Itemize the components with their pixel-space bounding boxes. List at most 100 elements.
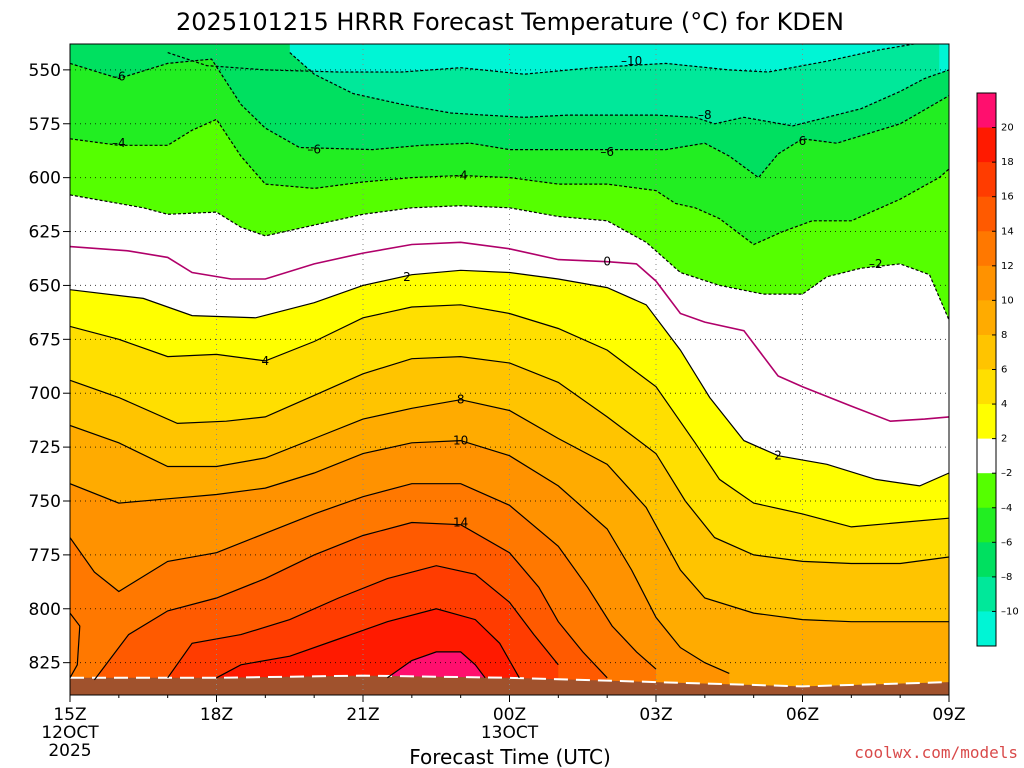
colorbar-swatch [977,507,996,543]
x-tick-label: 15Z [53,705,86,725]
contour-labels: –10 –8 –6 –6 –6 6 –4 –4 –2 0 2 2 4 8 10 14 [112,54,883,529]
grid-lines [70,44,949,695]
colorbar-label: 8 [1001,330,1007,341]
colorbar-label: 12 [1001,261,1014,272]
x-tick-label: 18Z [200,705,233,725]
contour-line [216,608,520,679]
contour-line [70,399,949,623]
contour-line [70,304,949,528]
colorbar-label: –8 [1001,572,1012,583]
y-tick-label: 750 [29,492,61,512]
colorbar-label: 2 [1001,434,1007,445]
colorbar-label: 14 [1001,226,1014,237]
colorbar-swatch [977,127,996,163]
contour-label: –8 [698,108,712,122]
colorbar-swatch [977,93,996,129]
contour-line [289,52,949,127]
colorbar-label: –6 [1001,537,1012,548]
ground-edge [70,674,949,688]
x-tick-label: 21Z [346,705,379,725]
colorbar-label: –2 [1001,468,1012,479]
colorbar-label: –4 [1001,503,1012,514]
x-tick-label: 09Z [932,705,965,725]
y-tick-label: 800 [29,600,61,620]
chart-title: 2025101215 HRRR Forecast Temperature (°C… [176,8,844,36]
contour-label: 2 [403,270,411,284]
credit-text: coolwx.com/models [854,743,1018,762]
contour-line [70,612,81,679]
x-tick-label: 03Z [639,705,672,725]
colorbar-swatch [977,231,996,267]
contour-line [70,439,730,674]
x-tick-label: 00Z [493,705,526,725]
colorbar-label: 6 [1001,365,1007,376]
contour-label: –6 [112,69,126,83]
temperature-fills [70,44,949,695]
x-tick-year: 2025 [48,741,91,761]
contour-label: –4 [454,168,468,182]
contour-label: 0 [603,255,611,269]
colorbar-label: 16 [1001,192,1014,203]
colorbar-label: 10 [1001,295,1014,306]
contour-label: 6 [799,134,807,148]
y-tick-label: 825 [29,654,61,674]
x-tick-date: 13OCT [481,723,539,743]
colorbar-swatch [977,473,996,509]
y-tick-label: 650 [29,276,61,296]
colorbar-label: 20 [1001,123,1014,134]
contour-label: –6 [600,145,614,159]
contour-label: 10 [453,434,468,448]
contour-label: 8 [457,393,465,407]
colorbar-swatch [977,542,996,578]
colorbar-label: –10 [1001,606,1019,617]
colorbar-swatch [977,576,996,612]
contour-line [70,241,949,423]
colorbar-label: 4 [1001,399,1007,410]
colorbar-swatch [977,265,996,301]
colorbar-label: 18 [1001,157,1014,168]
colorbar-swatch [977,404,996,440]
colorbar-swatch [977,162,996,198]
y-tick-label: 700 [29,384,61,404]
contour-label: –6 [307,143,321,157]
contour-line [70,483,657,670]
y-tick-label: 550 [29,61,61,81]
colorbar-swatch [977,369,996,405]
colorbar-swatch [977,611,996,647]
ground-layer [70,674,949,695]
y-tick-label: 625 [29,223,61,243]
colorbar-swatch [977,300,996,336]
y-tick-label: 675 [29,330,61,350]
colorbar-swatch [977,438,996,474]
contour-label: 14 [453,516,468,530]
contour-line [70,355,949,565]
plot-area: –10 –8 –6 –6 –6 6 –4 –4 –2 0 2 2 4 8 10 14 [70,44,949,695]
y-tick-label: 575 [29,115,61,135]
x-axis-label: Forecast Time (UTC) [409,745,611,768]
x-tick-label: 06Z [786,705,819,725]
contour-label: 4 [262,354,270,368]
colorbar-swatch [977,334,996,370]
contour-label: 2 [774,449,782,463]
y-tick-label: 775 [29,546,61,566]
contour-line [93,521,608,681]
contour-line [70,194,949,321]
contour-line [387,651,486,679]
contour-label: –10 [621,54,642,68]
contour-label: –2 [869,257,883,271]
ground-fill [70,675,949,695]
contour-line [167,565,559,679]
y-axis: 550 575 600 625 650 675 700 725 750 775 800 825 [29,61,70,674]
contour-label: –4 [112,136,126,150]
contour-line [70,269,949,487]
y-tick-label: 725 [29,438,61,458]
contour-lines [70,44,949,681]
y-tick-label: 600 [29,169,61,189]
contour-line [167,44,918,75]
colorbar-swatch [977,196,996,232]
contour-line [70,58,949,179]
x-tick-date: 12OCT [41,723,99,743]
colorbar: 20 18 16 14 12 10 8 6 4 2 –2 –4 –6 –8 –10 [976,92,1019,647]
